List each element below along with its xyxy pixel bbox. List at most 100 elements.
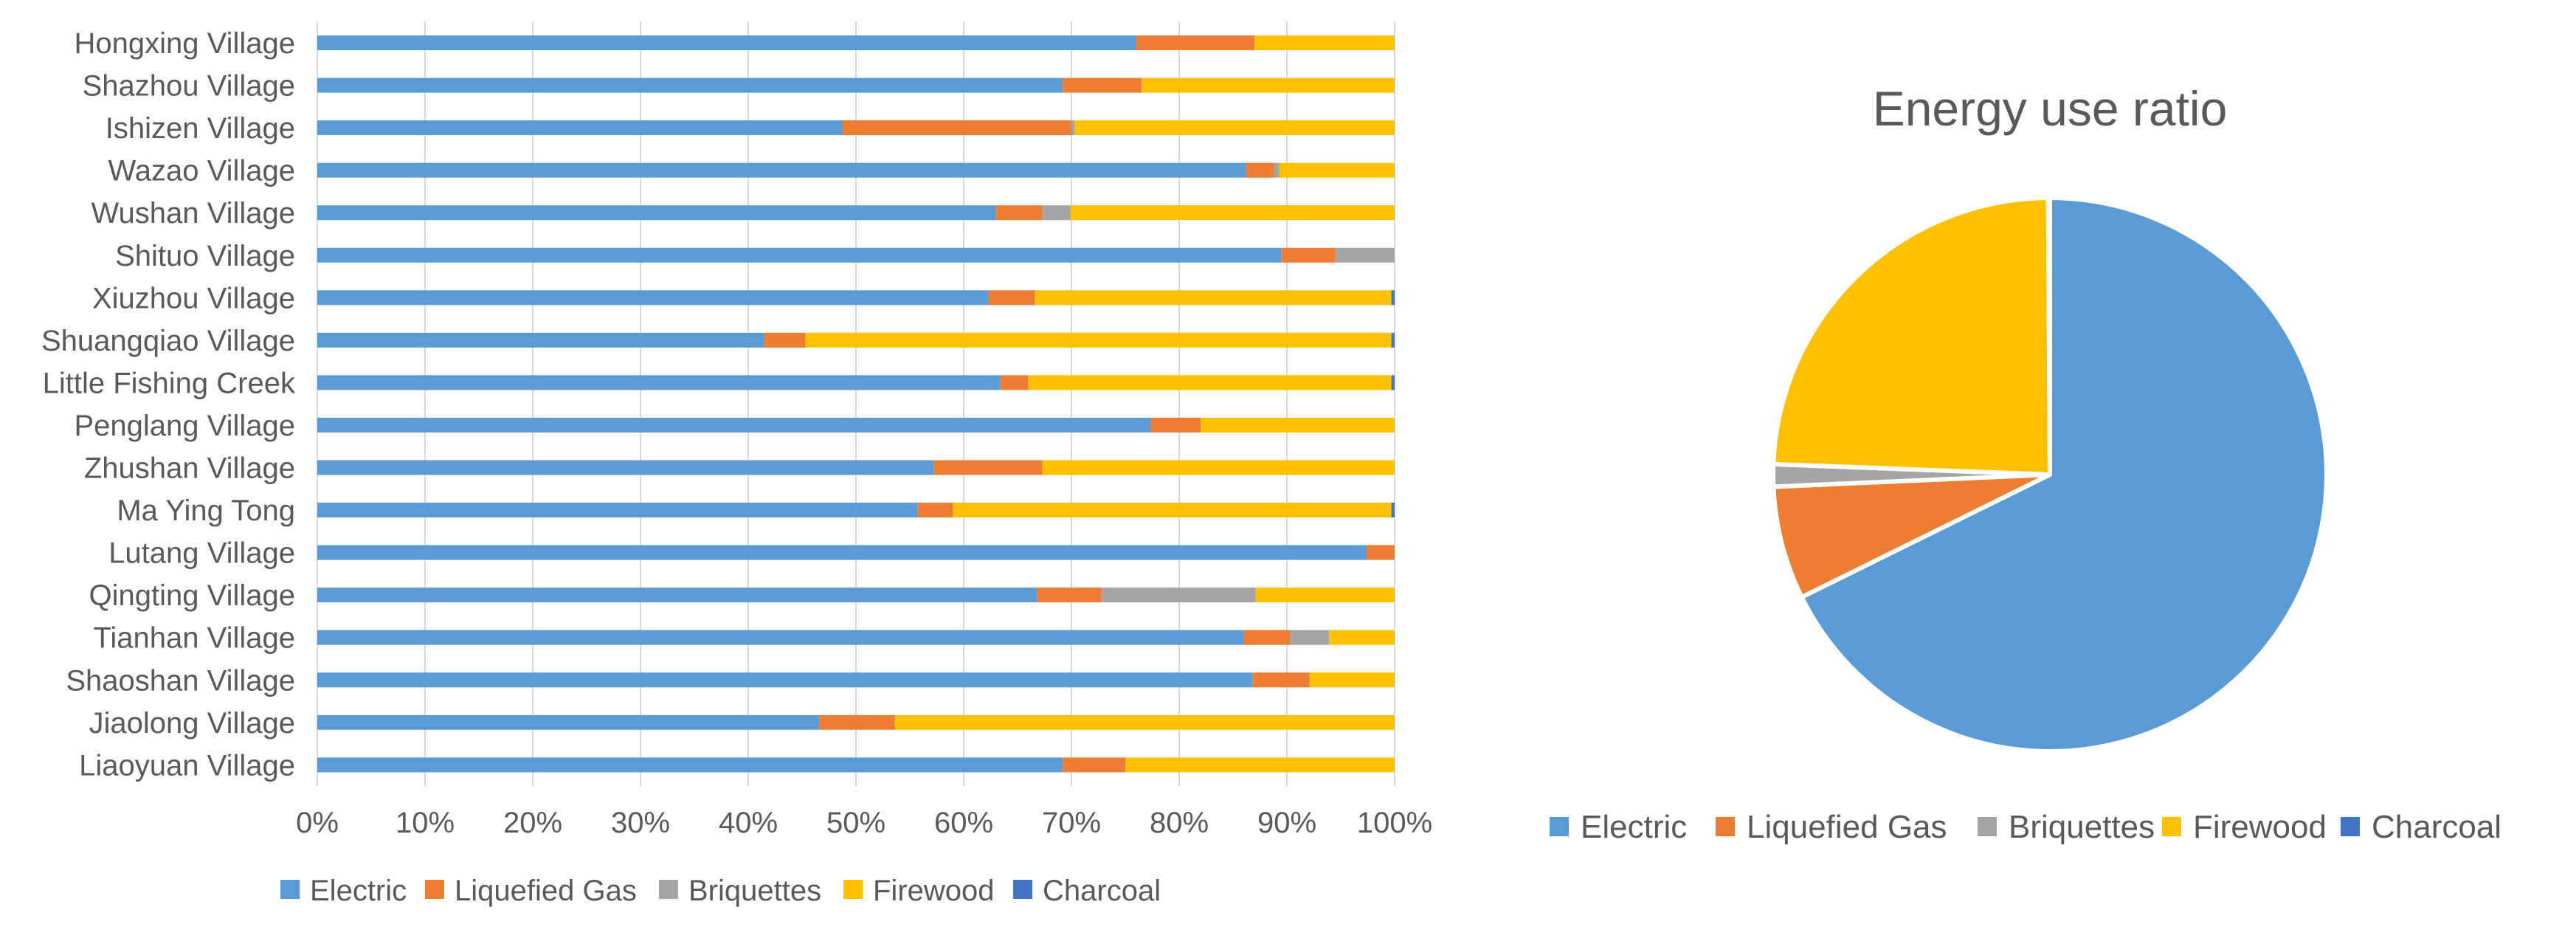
bar-segment-firewood bbox=[1074, 120, 1395, 136]
bar-segment-firewood bbox=[1028, 375, 1392, 390]
legend-swatch-firewood bbox=[843, 880, 863, 899]
legend-label: Firewood bbox=[873, 875, 995, 907]
pie-slice-firewood bbox=[1771, 196, 2052, 477]
x-tick-label: 30% bbox=[611, 807, 670, 839]
bar-segment-liquefied-gas bbox=[1367, 545, 1395, 560]
legend-swatch-charcoal bbox=[2341, 817, 2360, 836]
pie-slice-charcoal bbox=[2045, 195, 2052, 477]
bar-segment-electric bbox=[317, 545, 1367, 560]
bar-segment-electric bbox=[317, 588, 1037, 603]
bar-segment-liquefied-gas bbox=[1252, 672, 1310, 688]
bar-segment-firewood bbox=[1141, 77, 1395, 93]
bar-segment-briquettes bbox=[1290, 630, 1329, 645]
bar-segment-firewood bbox=[1254, 35, 1395, 50]
bar-segment-briquettes bbox=[1274, 162, 1280, 178]
bar-segment-liquefied-gas bbox=[1000, 375, 1029, 390]
bar-segment-charcoal bbox=[1391, 290, 1395, 306]
bar-segment-briquettes bbox=[1101, 588, 1256, 603]
bar-segment-electric bbox=[317, 77, 1063, 93]
bar-segment-firewood bbox=[805, 332, 1392, 348]
x-tick-label: 40% bbox=[719, 807, 778, 839]
bar-segment-firewood bbox=[1255, 588, 1395, 603]
x-tick-label: 0% bbox=[296, 807, 339, 839]
category-label: Ishizen Village bbox=[106, 112, 295, 145]
legend-swatch-briquettes bbox=[659, 880, 678, 899]
x-tick-label: 80% bbox=[1150, 807, 1209, 839]
bar-segment-firewood bbox=[1309, 672, 1395, 688]
x-tick-label: 50% bbox=[826, 807, 885, 839]
pie-slice-liquefied-gas bbox=[1771, 472, 2052, 600]
legend-label: Electric bbox=[310, 875, 407, 907]
x-tick-label: 70% bbox=[1042, 807, 1101, 839]
pie-slice-electric bbox=[1799, 196, 2329, 754]
category-labels: Hongxing Village Shazhou Village Ishizen V… bbox=[41, 27, 296, 782]
bar-segment-liquefied-gas bbox=[1246, 162, 1274, 178]
bar-segment-liquefied-gas bbox=[933, 460, 1043, 475]
category-label: Hongxing Village bbox=[75, 27, 295, 60]
bar-segment-charcoal bbox=[1391, 503, 1395, 518]
bar-segment-electric bbox=[317, 672, 1253, 688]
bar-segment-briquettes bbox=[1071, 120, 1075, 136]
bar-segment-electric bbox=[317, 417, 1152, 433]
bar-segment-liquefied-gas bbox=[1037, 588, 1102, 603]
category-label: Shuangqiao Village bbox=[41, 325, 295, 357]
bar-segment-firewood bbox=[1035, 290, 1392, 306]
bar-segment-liquefied-gas bbox=[1063, 757, 1125, 773]
bar-segment-liquefied-gas bbox=[1243, 630, 1291, 645]
bar-segment-electric bbox=[317, 503, 918, 518]
legend-label: Briquettes bbox=[688, 875, 821, 907]
legend-label: Electric bbox=[1581, 809, 1687, 845]
category-label: Zhushan Village bbox=[84, 452, 295, 485]
bar-segment-charcoal bbox=[1391, 332, 1395, 348]
bar-segment-charcoal bbox=[1391, 375, 1395, 390]
bar-segment-liquefied-gas bbox=[764, 332, 806, 348]
bar-segment-firewood bbox=[1125, 757, 1395, 773]
bar-segment-electric bbox=[317, 714, 820, 730]
bar-gridlines bbox=[317, 21, 1395, 787]
category-label: Liaoyuan Village bbox=[79, 749, 295, 782]
bar-segment-electric bbox=[317, 205, 996, 221]
category-label: Shaoshan Village bbox=[66, 664, 295, 697]
legend-label: Charcoal bbox=[2372, 809, 2501, 845]
legend-swatch-charcoal bbox=[1013, 880, 1032, 899]
legend-swatch-electric bbox=[1550, 817, 1569, 836]
legend-swatch-liquefied-gas bbox=[1716, 817, 1735, 836]
bar-segment-liquefied-gas bbox=[917, 503, 953, 518]
category-label: Lutang Village bbox=[108, 537, 295, 570]
category-label: Qingting Village bbox=[89, 579, 295, 612]
bar-segment-firewood bbox=[894, 714, 1395, 730]
bar-segment-firewood bbox=[953, 503, 1392, 518]
bar-segment-firewood bbox=[1042, 460, 1395, 475]
bar-segment-electric bbox=[317, 332, 764, 348]
bar-rows bbox=[317, 35, 1395, 773]
category-label: Jiaolong Village bbox=[89, 707, 295, 740]
legend-label: Liquefied Gas bbox=[1747, 809, 1947, 845]
bar-segment-electric bbox=[317, 757, 1063, 773]
legend-swatch-briquettes bbox=[1978, 817, 1997, 836]
bar-segment-firewood bbox=[1070, 205, 1395, 221]
legend-swatch-liquefied-gas bbox=[425, 880, 444, 899]
legend-label: Liquefied Gas bbox=[455, 875, 637, 907]
category-label: Ma Ying Tong bbox=[117, 495, 295, 527]
category-label: Wushan Village bbox=[91, 197, 295, 230]
bar-segment-briquettes bbox=[1335, 247, 1395, 263]
x-tick-label: 100% bbox=[1357, 807, 1432, 839]
bar-segment-liquefied-gas bbox=[1151, 417, 1201, 433]
category-label: Tianhan Village bbox=[93, 622, 295, 655]
bar-segment-firewood bbox=[1328, 630, 1395, 645]
bar-segment-electric bbox=[317, 35, 1136, 50]
bar-segment-liquefied-gas bbox=[1281, 247, 1336, 263]
bar-segment-electric bbox=[317, 375, 1001, 390]
bar-segment-liquefied-gas bbox=[988, 290, 1035, 306]
bar-segment-electric bbox=[317, 247, 1282, 263]
category-label: Shazhou Village bbox=[83, 70, 295, 103]
bar-legend: Electric Liquefied Gas Briquettes Firewood C… bbox=[280, 875, 1161, 907]
x-tick-label: 20% bbox=[503, 807, 562, 839]
x-tick-label: 90% bbox=[1257, 807, 1316, 839]
x-tick-labels: 0% 10% 20% 30% 40% 50% 60% 70% 80% 90% 100% bbox=[296, 807, 1432, 839]
category-label: Little Fishing Creek bbox=[43, 367, 296, 399]
category-label: Penglang Village bbox=[74, 410, 295, 442]
legend-swatch-electric bbox=[280, 880, 300, 899]
x-tick-label: 10% bbox=[396, 807, 455, 839]
